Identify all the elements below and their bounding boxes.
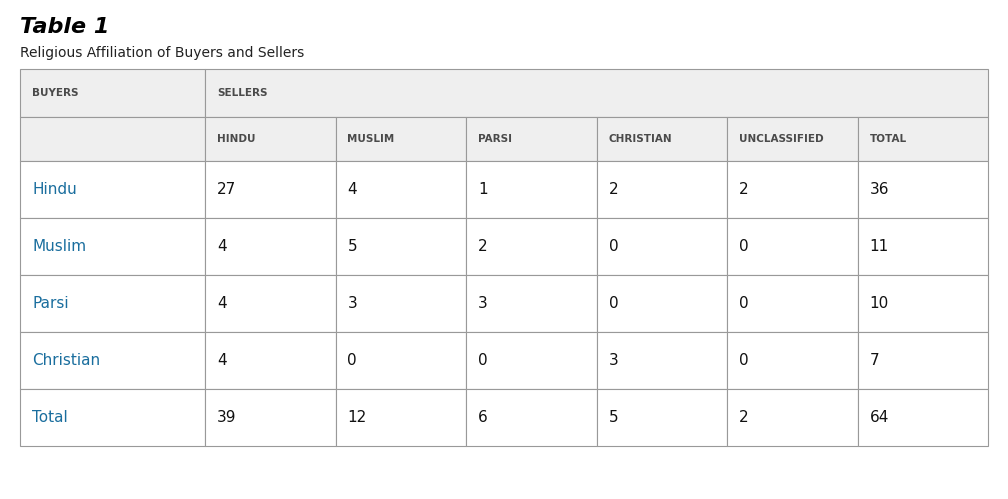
Text: CHRISTIAN: CHRISTIAN — [609, 134, 672, 144]
Bar — [858, 389, 988, 446]
Text: BUYERS: BUYERS — [32, 88, 79, 98]
Text: 0: 0 — [478, 353, 488, 368]
Bar — [858, 117, 988, 161]
Bar — [597, 275, 727, 332]
Bar — [336, 275, 466, 332]
Text: 64: 64 — [870, 410, 889, 425]
Bar — [597, 117, 727, 161]
Text: Total: Total — [32, 410, 68, 425]
Bar — [20, 69, 205, 117]
Bar — [727, 332, 858, 389]
Bar — [597, 218, 727, 275]
Text: TOTAL: TOTAL — [870, 134, 906, 144]
Bar — [336, 218, 466, 275]
Bar — [466, 389, 597, 446]
Text: 12: 12 — [348, 410, 367, 425]
Bar — [20, 161, 205, 218]
Text: 3: 3 — [609, 353, 618, 368]
Bar — [336, 117, 466, 161]
Bar — [727, 117, 858, 161]
Bar — [466, 117, 597, 161]
Text: 10: 10 — [870, 296, 889, 311]
Bar — [597, 332, 727, 389]
Text: 4: 4 — [217, 353, 227, 368]
Text: Religious Affiliation of Buyers and Sellers: Religious Affiliation of Buyers and Sell… — [20, 46, 304, 60]
Text: 4: 4 — [348, 182, 357, 197]
Bar — [20, 218, 205, 275]
Bar — [466, 332, 597, 389]
Bar — [336, 332, 466, 389]
Text: Muslim: Muslim — [32, 239, 86, 254]
Text: UNCLASSIFIED: UNCLASSIFIED — [739, 134, 824, 144]
Bar — [205, 161, 336, 218]
Bar — [205, 69, 988, 117]
Bar — [727, 161, 858, 218]
Text: 3: 3 — [478, 296, 488, 311]
Text: 0: 0 — [739, 296, 749, 311]
Bar — [205, 117, 336, 161]
Bar — [20, 117, 205, 161]
Text: MUSLIM: MUSLIM — [348, 134, 395, 144]
Text: 11: 11 — [870, 239, 889, 254]
Bar — [858, 161, 988, 218]
Text: PARSI: PARSI — [478, 134, 512, 144]
Bar — [858, 332, 988, 389]
Text: 0: 0 — [348, 353, 357, 368]
Text: Christian: Christian — [32, 353, 100, 368]
Text: 3: 3 — [348, 296, 357, 311]
Text: 2: 2 — [609, 182, 618, 197]
Bar — [205, 389, 336, 446]
Text: 2: 2 — [478, 239, 488, 254]
Text: 4: 4 — [217, 296, 227, 311]
Bar — [20, 332, 205, 389]
Bar — [858, 218, 988, 275]
Text: 2: 2 — [739, 410, 749, 425]
Text: 0: 0 — [739, 239, 749, 254]
Text: 1: 1 — [478, 182, 488, 197]
Bar — [727, 218, 858, 275]
Text: 0: 0 — [609, 239, 618, 254]
Text: 27: 27 — [217, 182, 236, 197]
Bar — [336, 389, 466, 446]
Bar — [858, 275, 988, 332]
Text: 39: 39 — [217, 410, 237, 425]
Text: 2: 2 — [739, 182, 749, 197]
Bar — [20, 275, 205, 332]
Text: 5: 5 — [609, 410, 618, 425]
Text: 4: 4 — [217, 239, 227, 254]
Bar — [597, 389, 727, 446]
Bar — [727, 275, 858, 332]
Bar — [466, 218, 597, 275]
Bar — [20, 389, 205, 446]
Bar — [466, 275, 597, 332]
Bar — [205, 332, 336, 389]
Text: 6: 6 — [478, 410, 488, 425]
Text: HINDU: HINDU — [217, 134, 255, 144]
Text: SELLERS: SELLERS — [217, 88, 267, 98]
Text: 7: 7 — [870, 353, 879, 368]
Text: 5: 5 — [348, 239, 357, 254]
Text: 36: 36 — [870, 182, 889, 197]
Bar — [336, 161, 466, 218]
Bar — [597, 161, 727, 218]
Bar — [727, 389, 858, 446]
Text: 0: 0 — [739, 353, 749, 368]
Text: Table 1: Table 1 — [20, 17, 110, 37]
Text: Hindu: Hindu — [32, 182, 77, 197]
Text: 0: 0 — [609, 296, 618, 311]
Bar — [466, 161, 597, 218]
Text: Parsi: Parsi — [32, 296, 69, 311]
Bar — [205, 218, 336, 275]
Bar — [205, 275, 336, 332]
